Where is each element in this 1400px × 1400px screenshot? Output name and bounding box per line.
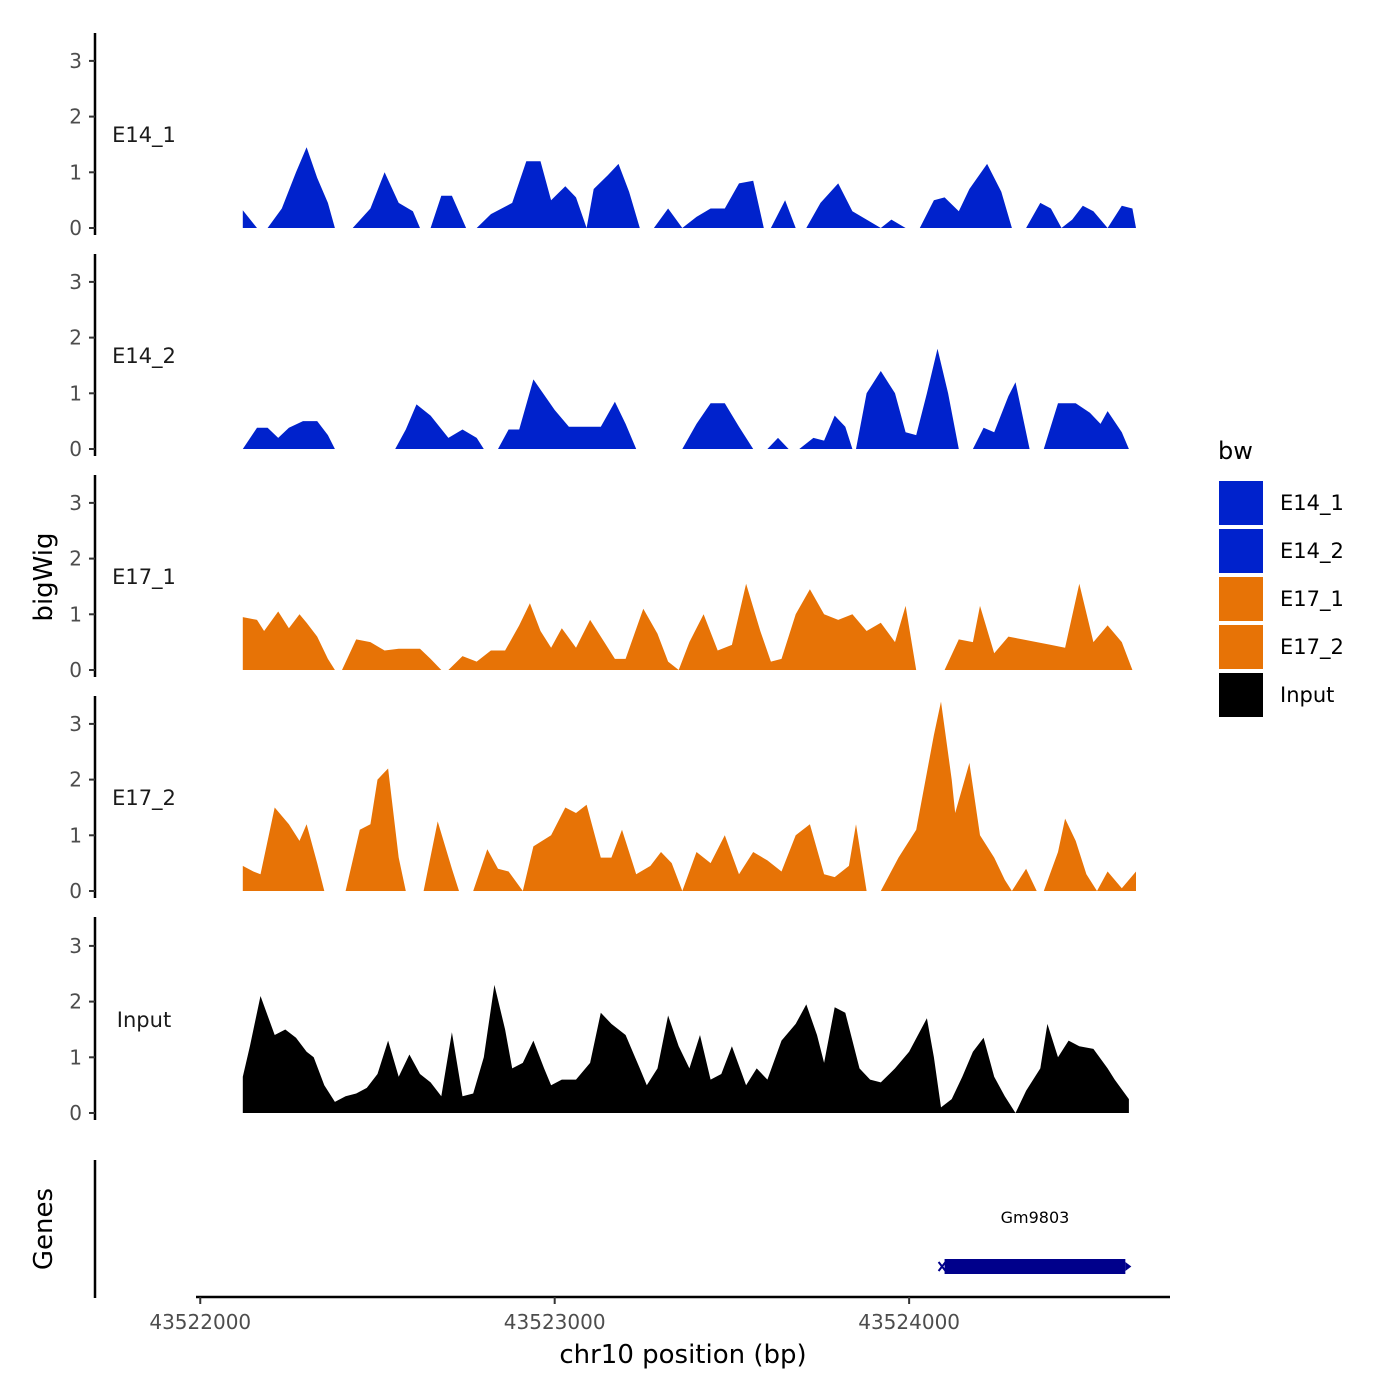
y-tick-label: 3 xyxy=(69,49,82,73)
y-tick-label: 1 xyxy=(69,1045,82,1069)
legend-item-e14-1: E14_1 xyxy=(1217,479,1344,527)
signal-area-e17-2 xyxy=(242,701,1137,891)
signal-area-input xyxy=(242,984,1129,1113)
legend-swatch xyxy=(1218,528,1264,574)
y-tick-label: 0 xyxy=(69,437,82,461)
legend-swatch xyxy=(1218,480,1264,526)
signal-area-e17-1 xyxy=(242,583,1133,670)
genes-panel: Genes Gm9803 xyxy=(29,1160,1132,1298)
legend-item-e14-2: E14_2 xyxy=(1217,527,1344,575)
x-tick-label: 43522000 xyxy=(149,1310,251,1334)
legend-items: E14_1 E14_2 E17_1 E17_2 Input xyxy=(1217,479,1344,719)
y-tick-label: 3 xyxy=(69,491,82,515)
x-ticks: 43522000 43523000 43524000 xyxy=(149,1297,960,1334)
y-axis-title: bigWig xyxy=(29,532,59,621)
legend-label: E17_2 xyxy=(1280,635,1344,660)
genes-title: Genes xyxy=(29,1188,59,1270)
y-tick-label: 3 xyxy=(69,934,82,958)
y-tick-label: 0 xyxy=(69,1101,82,1125)
legend-item-input: Input xyxy=(1217,671,1334,719)
y-tick-label: 0 xyxy=(69,658,82,682)
gene-label: Gm9803 xyxy=(1001,1208,1070,1227)
track-label: Input xyxy=(117,1008,171,1032)
y-tick-label: 2 xyxy=(69,547,82,571)
genes-layer: Gm9803 xyxy=(937,1208,1132,1274)
track-e14-2: 0 1 2 3 E14_2 xyxy=(69,254,1129,461)
legend-label: E14_1 xyxy=(1280,491,1344,516)
y-tick-label: 2 xyxy=(69,105,82,129)
signal-area-e14-2 xyxy=(242,348,1129,449)
y-tick-label: 1 xyxy=(69,160,82,184)
track-e17-1: 0 1 2 3 E17_1 xyxy=(69,475,1133,682)
legend-swatch xyxy=(1218,624,1264,670)
y-tick-label: 1 xyxy=(69,823,82,847)
y-tick-label: 2 xyxy=(69,768,82,792)
legend-item-e17-1: E17_1 xyxy=(1217,575,1344,623)
legend-swatch-border xyxy=(1217,575,1265,623)
x-tick-label: 43523000 xyxy=(504,1310,606,1334)
track-input: 0 1 2 3 Input xyxy=(69,917,1129,1125)
gene-strand-marker xyxy=(937,1261,947,1272)
signal-area-e14-1 xyxy=(242,147,1137,228)
track-label: E14_2 xyxy=(112,344,176,369)
legend-swatch xyxy=(1218,672,1264,718)
legend-swatch xyxy=(1218,576,1264,622)
legend-swatch-border xyxy=(1217,671,1265,719)
legend-swatch-border xyxy=(1217,527,1265,575)
y-tick-label: 1 xyxy=(69,602,82,626)
x-tick-label: 43524000 xyxy=(858,1310,960,1334)
gene-gm9803: Gm9803 xyxy=(937,1208,1132,1274)
gene-body xyxy=(944,1259,1126,1274)
track-label: E17_2 xyxy=(112,786,176,811)
gene-end-marker xyxy=(1125,1262,1132,1271)
y-tick-label: 0 xyxy=(69,879,82,903)
legend-swatch-border xyxy=(1217,623,1265,671)
y-tick-label: 2 xyxy=(69,326,82,350)
y-tick-label: 2 xyxy=(69,990,82,1014)
x-axis-title: chr10 position (bp) xyxy=(559,1340,806,1370)
legend-label: E17_1 xyxy=(1280,587,1344,612)
legend-item-e17-2: E17_2 xyxy=(1217,623,1344,671)
track-e14-1: 0 1 2 3 E14_1 xyxy=(69,33,1137,240)
legend-title: bw xyxy=(1218,437,1253,465)
y-tick-label: 3 xyxy=(69,712,82,736)
track-label: E17_1 xyxy=(112,565,176,590)
tracks-layer: 0 1 2 3 E14_1 0 1 2 3 E14_2 0 1 2 3 E17_1 0 1 2 3 E17_2 0 1 2 3… xyxy=(69,33,1137,1125)
legend-label: Input xyxy=(1280,683,1334,707)
legend-label: E14_2 xyxy=(1280,539,1344,564)
legend: bw E14_1 E14_2 E17_1 E17_2 Input xyxy=(1217,437,1344,719)
legend-swatch-border xyxy=(1217,479,1265,527)
track-e17-2: 0 1 2 3 E17_2 xyxy=(69,696,1137,903)
x-axis: 43522000 43523000 43524000 chr10 position … xyxy=(149,1295,1170,1370)
track-label: E14_1 xyxy=(112,123,176,148)
y-tick-label: 3 xyxy=(69,270,82,294)
y-tick-label: 1 xyxy=(69,381,82,405)
y-tick-label: 0 xyxy=(69,216,82,240)
